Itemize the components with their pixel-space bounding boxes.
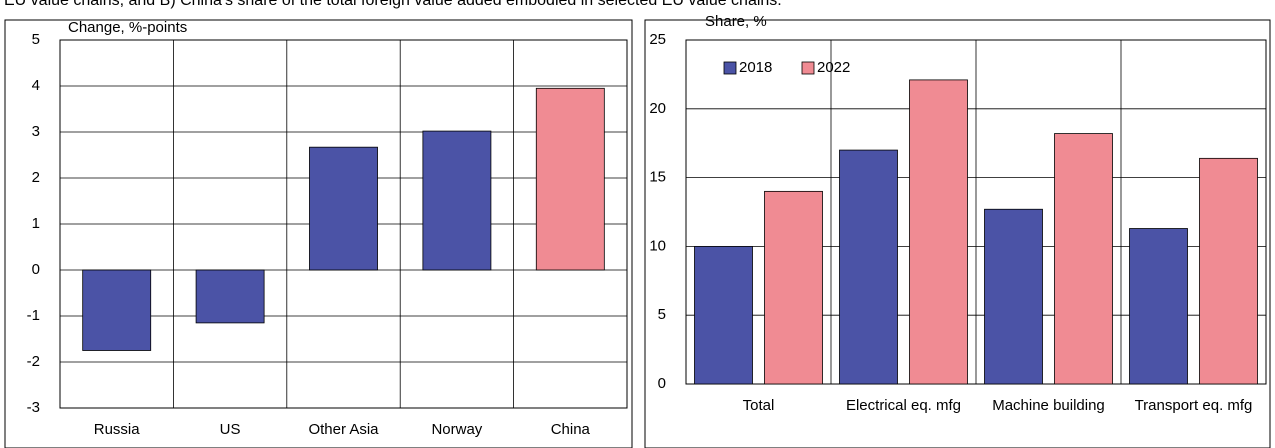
y-tick-label: 0 — [658, 375, 666, 392]
y-tick-label: 10 — [649, 237, 666, 254]
x-tick-label: Russia — [93, 421, 140, 438]
bar — [1199, 157, 1258, 385]
bar — [839, 149, 898, 385]
legend-label: 2018 — [739, 59, 772, 76]
bar — [764, 190, 823, 385]
legend-swatch — [801, 61, 815, 75]
y-tick-label: 3 — [32, 123, 40, 140]
bar — [309, 146, 378, 271]
bar — [984, 208, 1043, 385]
y-tick-label: -3 — [27, 399, 40, 416]
bar — [694, 245, 753, 385]
y-tick-label: 25 — [649, 31, 666, 48]
plot-border — [59, 39, 628, 409]
legend-label: 2022 — [817, 59, 850, 76]
bar — [1054, 133, 1113, 385]
bar — [909, 79, 968, 385]
plot-border — [685, 39, 1267, 385]
panel-frame — [4, 19, 633, 448]
y-tick-label: -1 — [27, 307, 40, 324]
bar — [535, 87, 605, 271]
x-tick-label: Machine building — [992, 397, 1105, 414]
x-tick-label: US — [219, 421, 241, 438]
y-tick-label: 1 — [32, 215, 40, 232]
x-tick-label: Total — [742, 397, 775, 414]
panel-frame — [644, 19, 1271, 448]
y-axis-label: Change, %-points — [68, 19, 187, 36]
bar — [195, 269, 265, 324]
bar — [1129, 228, 1188, 385]
y-tick-label: -2 — [27, 353, 40, 370]
y-axis-label: Share, % — [705, 13, 767, 30]
y-tick-label: 4 — [32, 77, 40, 94]
x-tick-label: Norway — [431, 421, 483, 438]
bar — [82, 269, 152, 351]
y-tick-label: 2 — [32, 169, 40, 186]
y-tick-label: 5 — [32, 31, 40, 48]
legend-swatch — [723, 61, 737, 75]
page-title: EU value chains, and B) China's share of… — [4, 0, 782, 9]
x-tick-label: Transport eq. mfg — [1134, 397, 1253, 414]
x-tick-label: Other Asia — [308, 421, 379, 438]
bar — [422, 130, 492, 271]
y-tick-label: 0 — [32, 261, 40, 278]
y-tick-label: 20 — [649, 100, 666, 117]
x-tick-label: Electrical eq. mfg — [845, 397, 962, 414]
x-tick-label: China — [550, 421, 590, 438]
y-tick-label: 5 — [658, 306, 666, 323]
y-tick-label: 15 — [649, 169, 666, 186]
